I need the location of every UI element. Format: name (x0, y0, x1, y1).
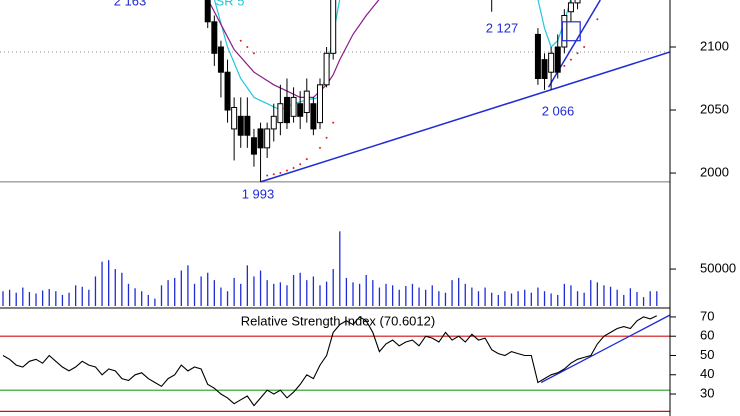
candle-body (250, 137, 257, 155)
y-tick-label: 2050 (700, 101, 729, 116)
candle-body (277, 103, 284, 124)
sar-dot (239, 39, 242, 42)
candle-body (574, 0, 581, 4)
candle-body (534, 33, 541, 80)
candle-body (323, 52, 330, 86)
annotation: SR 5 (216, 0, 245, 8)
candle-body (237, 115, 244, 136)
sar-dot (272, 173, 275, 176)
sar-dot (252, 52, 255, 55)
candle-body (297, 103, 304, 117)
candle-body (310, 103, 317, 130)
sar-dot (292, 166, 295, 169)
y-tick-label: 2100 (700, 38, 729, 53)
candle-body (290, 96, 297, 117)
sar-dot (299, 163, 302, 166)
candle-body (204, 0, 211, 23)
candle-body (264, 128, 271, 149)
y-tick-label: 30 (700, 385, 714, 400)
candle-body (257, 128, 264, 149)
trend-line (260, 51, 670, 183)
sar-dot (583, 46, 586, 49)
candle-body (548, 52, 555, 73)
y-tick-label: 50000 (700, 260, 736, 275)
candle-body (303, 90, 310, 114)
annotation: 2 163 (114, 0, 147, 8)
candle-body (554, 46, 561, 73)
sar-dot (569, 58, 572, 61)
candle-body (231, 106, 238, 130)
candle-body (244, 115, 251, 136)
moving-average (207, 0, 380, 98)
rsi-panel: Relative Strength Index (70.6012) (0, 313, 671, 412)
annotation: 2 127 (486, 20, 519, 35)
y-tick-label: 60 (700, 328, 714, 343)
annotation: 1 993 (242, 186, 275, 201)
candle-body (224, 71, 231, 111)
sar-dot (576, 52, 579, 55)
sar-dot (318, 146, 321, 149)
candle-body (270, 115, 277, 130)
candle-body (316, 84, 323, 124)
sar-dot (246, 46, 249, 49)
y-tick-label: 50 (700, 347, 714, 362)
volume-panel (2, 231, 658, 306)
sar-dot (325, 136, 328, 139)
sar-dot (305, 158, 308, 161)
y-tick-label: 70 (700, 308, 714, 323)
trend-line (540, 314, 671, 384)
candle-body (217, 46, 224, 73)
y-tick-label: 2000 (700, 164, 729, 179)
candle-body (567, 2, 574, 13)
annotation: 2 066 (542, 103, 575, 118)
highlight-box (561, 21, 581, 42)
candle-body (541, 59, 548, 80)
sar-dot (563, 64, 566, 67)
rsi-title: Relative Strength Index (70.6012) (241, 313, 435, 328)
axes: 2000 2050 2100 50000 30 40 50 60 70 (670, 38, 736, 400)
y-tick-label: 40 (700, 366, 714, 381)
trend-line (547, 0, 601, 88)
sar-dot (285, 169, 288, 172)
sar-dot (332, 121, 335, 124)
sar-dot (596, 18, 599, 21)
candle-body (330, 0, 337, 54)
candle-body (211, 21, 218, 54)
sar-dot (279, 172, 282, 175)
rsi-line (2, 315, 658, 407)
price-panel (0, 0, 670, 183)
candle-body (283, 96, 290, 124)
sar-dot (266, 174, 269, 177)
